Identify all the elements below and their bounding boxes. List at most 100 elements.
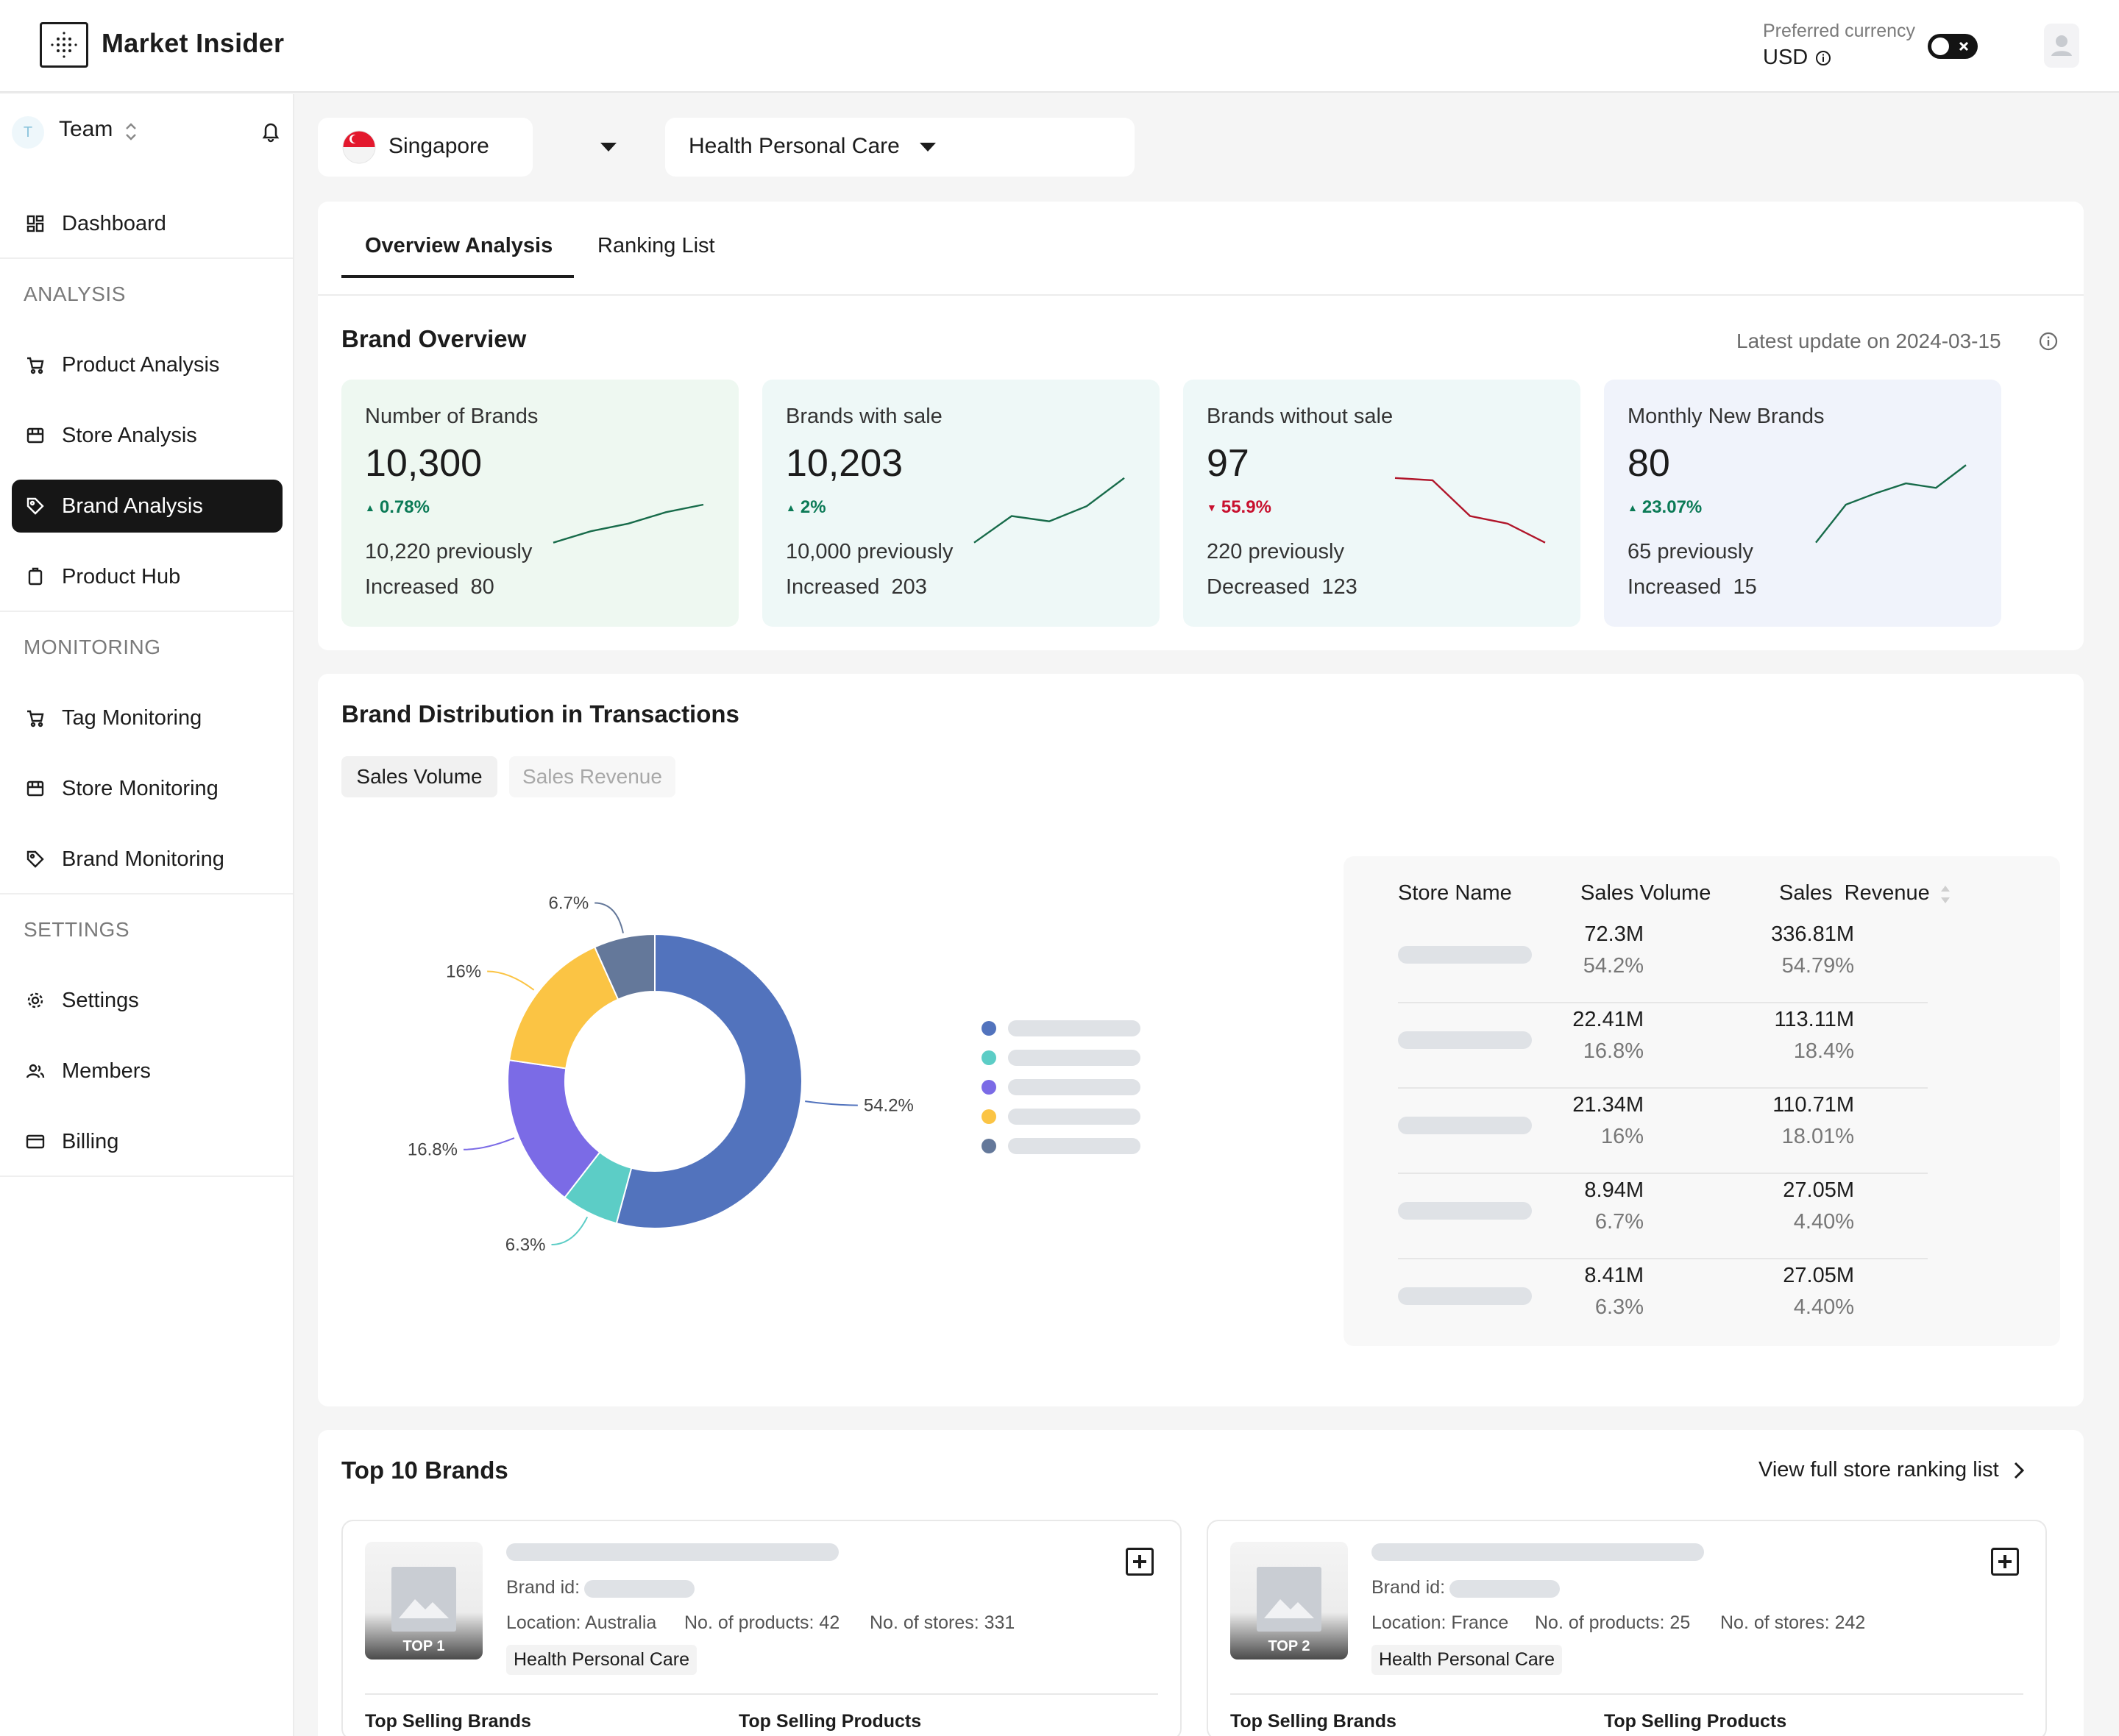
slice-leader-line [487, 970, 535, 991]
store-name-placeholder [1398, 946, 1532, 964]
stat-change-value: 2% [800, 497, 826, 517]
sidebar-item-product-hub[interactable]: Product Hub [12, 550, 283, 603]
donut-slice[interactable] [615, 933, 803, 1229]
legend-label-placeholder [1008, 1109, 1140, 1125]
sidebar-item-label: Billing [62, 1129, 119, 1153]
sales-volume-cell: 8.94M 6.7% [1584, 1178, 1644, 1234]
stat-label: Brands without sale [1207, 405, 1394, 428]
members-icon [26, 1064, 45, 1078]
team-name: Team [59, 117, 113, 141]
row-divider [1398, 1258, 1928, 1259]
tabs-divider [318, 294, 2084, 296]
brand-id-label: Brand id: [506, 1577, 581, 1598]
avatar[interactable] [2044, 24, 2079, 68]
sidebar-item-store-monitoring[interactable]: Store Monitoring [12, 762, 283, 815]
triangle-up-icon: ▲ [1628, 502, 1638, 513]
slice-label: 6.3% [505, 1235, 546, 1255]
legend-label-placeholder [1008, 1138, 1140, 1154]
stat-delta-value: 15 [1733, 575, 1757, 599]
sort-icon[interactable] [1939, 884, 1951, 905]
bell-icon[interactable] [260, 119, 281, 143]
brand-stores: No. of stores: 331 [870, 1612, 1015, 1633]
sparkline-series [553, 503, 704, 544]
currency-toggle[interactable] [1928, 34, 1978, 59]
sidebar-item-brand-monitoring[interactable]: Brand Monitoring [12, 833, 283, 886]
toggle-sales-volume[interactable]: Sales Volume [341, 756, 497, 797]
stat-previous: 220 previously [1207, 540, 1344, 563]
slice-leader-line [594, 902, 624, 933]
sidebar-item-label: Store Analysis [62, 423, 197, 447]
percent: 54.2% [1583, 954, 1644, 978]
info-icon[interactable] [1815, 50, 1831, 66]
legend-item[interactable] [982, 1078, 1143, 1096]
sales-volume-cell: 8.41M 6.3% [1584, 1264, 1644, 1320]
value: 8.41M [1584, 1264, 1644, 1287]
user-icon [2051, 35, 2072, 56]
sidebar-item-label: Tag Monitoring [62, 705, 202, 730]
brand-category-tag: Health Personal Care [506, 1645, 698, 1675]
sidebar-item-dashboard[interactable]: Dashboard [12, 197, 283, 250]
stat-change: ▲ 0.78% [365, 497, 430, 518]
legend-item[interactable] [982, 1137, 1143, 1155]
view-ranking-link[interactable]: View full store ranking list [1758, 1458, 2026, 1482]
brand-card-top-2[interactable]: TOP 2 Brand id: Location: France No. of … [1207, 1520, 2047, 1736]
value: 8.94M [1584, 1178, 1644, 1202]
add-icon[interactable] [1126, 1548, 1154, 1576]
legend-item[interactable] [982, 1049, 1143, 1067]
sales-revenue-cell: 336.81M 54.79% [1771, 922, 1854, 978]
column-header-sales-revenue[interactable]: Sales Revenue [1779, 881, 1930, 905]
percent: 18.01% [1781, 1125, 1854, 1148]
category-select[interactable]: Health Personal Care [665, 118, 1135, 177]
sidebar-item-tag-monitoring[interactable]: Tag Monitoring [12, 691, 283, 744]
brand-card-top-1[interactable]: TOP 1 Brand id: Location: Australia No. … [341, 1520, 1182, 1736]
stat-label: Brands with sale [786, 405, 943, 428]
stat-change: ▲ 2% [786, 497, 826, 518]
divider [365, 1693, 1158, 1695]
brand-name-placeholder [506, 1543, 839, 1561]
caret-down-icon [920, 143, 936, 152]
donut-slice[interactable] [593, 933, 656, 1000]
sales-volume-cell: 21.34M 16% [1572, 1093, 1644, 1149]
stat-value: 10,203 [786, 442, 904, 485]
sidebar-item-label: Product Hub [62, 564, 181, 588]
sidebar-item-store-analysis[interactable]: Store Analysis [12, 409, 283, 462]
stat-change-value: 23.07% [1641, 497, 1703, 517]
stat-previous: 10,220 previously [365, 540, 533, 563]
caret-down-icon [600, 143, 617, 152]
sidebar-item-members[interactable]: Members [12, 1045, 283, 1098]
team-switcher[interactable]: Team [59, 117, 113, 142]
row-divider [1398, 1173, 1928, 1174]
sidebar-item-settings[interactable]: Settings [12, 974, 283, 1027]
sales-revenue-cell: 27.05M 4.40% [1783, 1264, 1854, 1320]
sidebar-item-product-analysis[interactable]: Product Analysis [12, 338, 283, 391]
clipboard-icon [28, 567, 43, 586]
sparkline [553, 503, 704, 544]
legend-item[interactable] [982, 1108, 1143, 1125]
slice-label: 54.2% [864, 1096, 914, 1116]
sidebar-item-label: Settings [62, 988, 139, 1012]
toggle-sales-revenue[interactable]: Sales Revenue [509, 756, 675, 797]
stat-delta-label: Decreased [1207, 575, 1310, 599]
stat-change: ▼ 55.9% [1207, 497, 1271, 518]
tag-icon [26, 497, 44, 515]
legend-item[interactable] [982, 1020, 1143, 1037]
tab-ranking-list[interactable]: Ranking List [597, 234, 715, 257]
donut-slice[interactable] [508, 946, 620, 1070]
value: 110.71M [1772, 1093, 1854, 1117]
store-name-placeholder [1398, 1117, 1532, 1134]
chevron-updown-icon[interactable] [124, 121, 138, 143]
singapore-flag-icon [342, 130, 376, 164]
stat-label: Number of Brands [365, 405, 539, 428]
divider [0, 1175, 293, 1177]
country-select[interactable]: Singapore [318, 118, 617, 177]
percent: 4.40% [1793, 1210, 1854, 1234]
percent: 16% [1600, 1125, 1644, 1148]
percent: 4.40% [1793, 1295, 1854, 1319]
sales-volume-cell: 22.41M 16.8% [1572, 1008, 1644, 1064]
sidebar-item-billing[interactable]: Billing [12, 1115, 283, 1168]
team-avatar: T [12, 116, 44, 149]
sidebar-item-brand-analysis[interactable]: Brand Analysis [12, 480, 283, 533]
add-icon[interactable] [1991, 1548, 2019, 1576]
tab-overview-analysis[interactable]: Overview Analysis [365, 234, 553, 257]
info-icon[interactable] [2038, 331, 2059, 352]
